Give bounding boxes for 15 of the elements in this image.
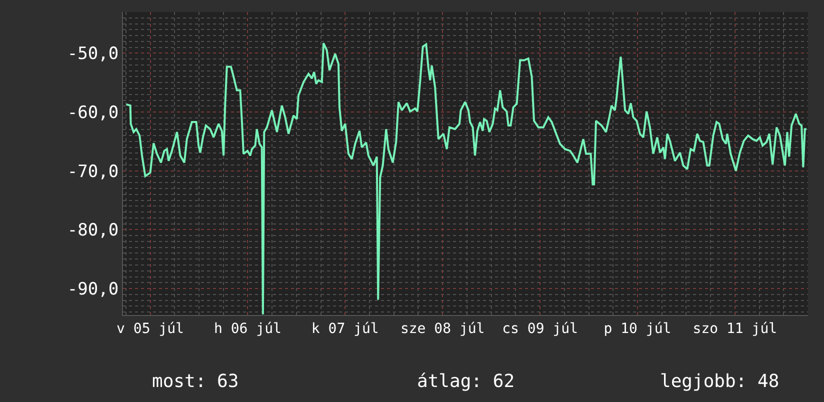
y-tick-label: -50,0 (67, 44, 119, 64)
x-tick-label: h 06 júl (214, 320, 282, 337)
x-tick-label: sze 08 júl (400, 320, 485, 337)
x-tick-label: v 05 júl (116, 320, 184, 337)
text: legjobb: 48 (660, 371, 780, 392)
text: most: 63 (152, 371, 239, 392)
text: átlag: 62 (417, 371, 515, 392)
y-tick-label: -80,0 (67, 220, 119, 241)
y-tick-label: -60,0 (67, 102, 119, 123)
x-tick-label: p 10 júl (604, 320, 672, 337)
x-tick-label: k 07 júl (311, 320, 379, 337)
x-tick-label: cs 09 júl (502, 320, 578, 337)
y-tick-label: -70,0 (67, 162, 119, 182)
y-tick-label: -90,0 (67, 279, 119, 300)
x-tick-label: szo 11 júl (692, 320, 778, 337)
